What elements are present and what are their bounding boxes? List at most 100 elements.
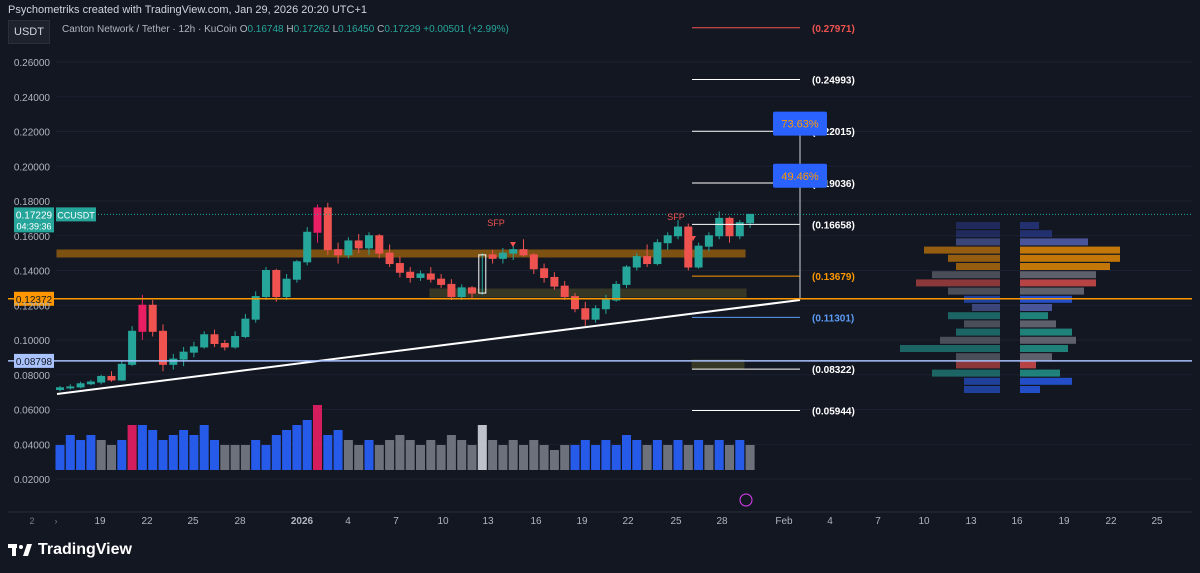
volume-bar xyxy=(220,445,230,470)
volume-bar xyxy=(210,440,219,470)
candle-body xyxy=(323,207,332,251)
footer xyxy=(0,532,1200,573)
volume-bar xyxy=(725,445,734,470)
volume-profile-bar xyxy=(1020,361,1036,369)
fib-level-label: (0.08322) xyxy=(812,365,855,376)
volume-profile-bar xyxy=(956,263,1000,270)
candle-body xyxy=(385,252,394,265)
x-tick-label: 7 xyxy=(875,516,881,527)
candle-body xyxy=(488,254,497,259)
x-tick-label: 2026 xyxy=(291,516,314,527)
volume-bar xyxy=(632,440,642,470)
credit-text: Psychometriks created with TradingView.c… xyxy=(8,4,368,16)
volume-bar xyxy=(137,425,147,470)
candle-body xyxy=(653,242,662,265)
symbol-tab[interactable]: USDT xyxy=(8,20,50,44)
price-chart[interactable]: (0.27971) (0.24993) (0.22015) (0.19036) (0.1… xyxy=(0,0,1200,532)
volume-profile-bar xyxy=(932,271,1000,279)
volume-bar xyxy=(55,445,65,470)
volume-bar xyxy=(117,440,127,470)
x-tick-label: 4 xyxy=(345,516,351,527)
legend-h-label: H xyxy=(286,24,294,35)
candle-body xyxy=(632,256,641,268)
volume-bar xyxy=(426,440,436,470)
sfp-marker xyxy=(510,242,516,247)
price-level-tag xyxy=(14,353,54,368)
credit-bar: Psychometriks created with TradingView.c… xyxy=(0,0,1200,20)
volume-bar xyxy=(652,440,662,470)
volume-profile-bar xyxy=(956,230,1000,238)
volume-profile-bar xyxy=(1020,345,1068,352)
candle-body xyxy=(354,240,363,249)
x-tick-label: 4 xyxy=(827,516,833,527)
symbol-tag-label: CCUSDT xyxy=(57,210,95,220)
volume-profile-bar xyxy=(1020,254,1120,262)
legend-low: 0.16450 xyxy=(338,24,375,35)
candle-body xyxy=(292,261,301,280)
candle-body xyxy=(715,217,724,237)
volume-bar xyxy=(591,445,601,470)
x-tick-label: 16 xyxy=(1011,516,1023,527)
candle-body xyxy=(581,308,590,320)
candle-body xyxy=(375,235,384,254)
candle-body xyxy=(200,334,209,348)
series-legend: Canton Network / Tether · 12h · KuCoin O… xyxy=(62,24,509,35)
volume-bar xyxy=(673,440,683,470)
volume-bar xyxy=(261,445,271,470)
y-tick-label: 0.12000 xyxy=(14,301,51,312)
volume-profile-bar xyxy=(956,328,1000,336)
candle-body xyxy=(210,334,219,344)
candle-body xyxy=(704,235,713,247)
candle-body xyxy=(189,346,198,353)
candle-body xyxy=(231,336,240,348)
fib-level-label: (0.05944) xyxy=(812,406,855,417)
candle-body xyxy=(529,254,538,270)
current-price-tag xyxy=(14,207,54,233)
volume-profile-bar xyxy=(1020,238,1088,246)
fib-level-label: (0.19036) xyxy=(812,179,855,190)
candle-body xyxy=(498,252,507,259)
volume-bar xyxy=(179,430,189,470)
x-tick-label: 28 xyxy=(716,516,728,527)
candle-body xyxy=(426,273,435,280)
current-price-label: 0.17229 xyxy=(16,210,53,221)
volume-bar xyxy=(385,440,395,470)
volume-bar xyxy=(364,440,374,470)
volume-profile-bar xyxy=(964,386,1000,393)
fib-level-label: (0.22015) xyxy=(812,127,855,138)
candle-body xyxy=(694,245,703,268)
volume-bar xyxy=(168,435,178,470)
candle-body xyxy=(344,240,353,256)
volume-bar xyxy=(714,440,724,470)
volume-bar xyxy=(107,445,116,470)
x-tick-label: 19 xyxy=(94,516,106,527)
candle-body xyxy=(117,363,126,381)
legend-change: +0.00501 (+2.99%) xyxy=(423,24,509,35)
volume-profile-bar xyxy=(964,320,1000,328)
candle-body xyxy=(365,235,373,249)
tradingview-logo[interactable]: TradingView xyxy=(8,541,132,559)
volume-bar xyxy=(65,435,75,470)
volume-bar xyxy=(292,425,302,470)
volume-profile-bar xyxy=(1020,279,1096,287)
x-tick-label: 25 xyxy=(187,516,199,527)
volume-bar xyxy=(333,430,343,470)
price-level-label: 0.08798 xyxy=(16,357,53,368)
candle-body xyxy=(684,226,693,268)
volume-bar xyxy=(436,445,446,470)
candle-body xyxy=(416,273,425,278)
volume-bar xyxy=(230,445,240,470)
volume-bar xyxy=(148,430,158,470)
y-tick-label: 0.26000 xyxy=(14,58,51,69)
candle-body xyxy=(251,296,260,320)
fib-level-label: (0.11301) xyxy=(812,313,854,324)
volume-bar xyxy=(580,440,590,470)
volume-profile-bar xyxy=(1020,353,1052,361)
volume-bar xyxy=(549,450,559,470)
candle-body xyxy=(746,213,755,224)
volume-profile-bar xyxy=(1020,287,1084,295)
volume-profile-bar xyxy=(916,279,1000,287)
volume-profile-bar xyxy=(1020,246,1120,254)
volume-profile-bar xyxy=(1020,222,1039,229)
volume-bar xyxy=(519,445,528,470)
